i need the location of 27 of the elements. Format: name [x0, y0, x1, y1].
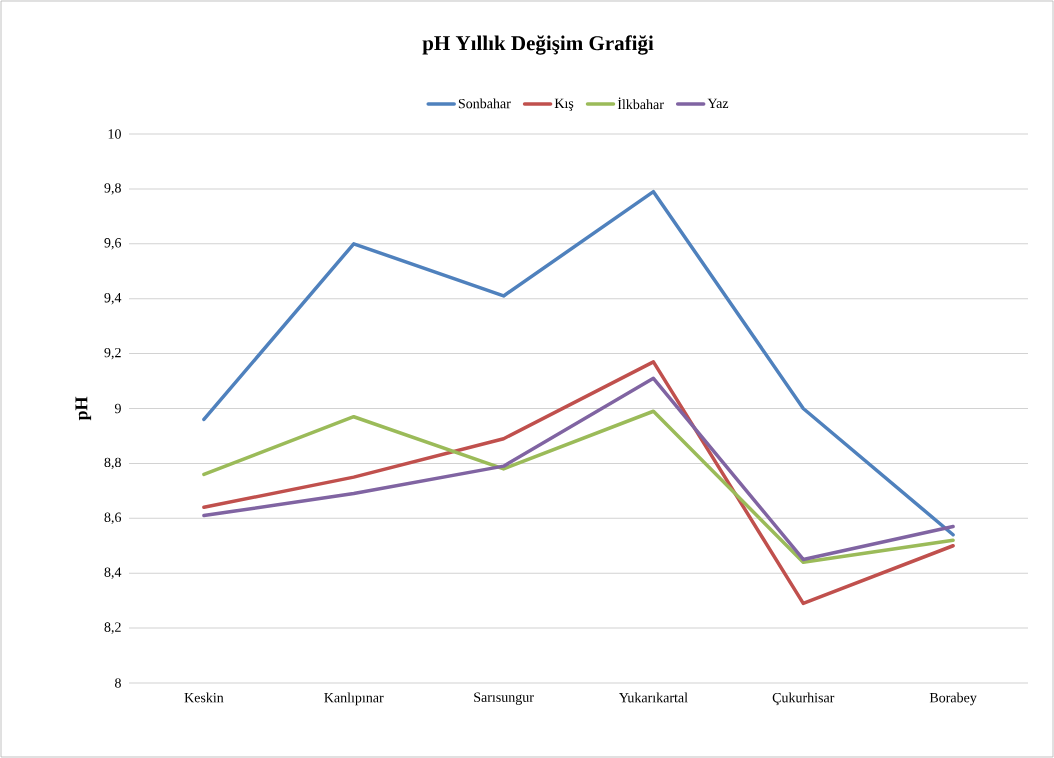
y-tick-label: 9 [114, 403, 121, 414]
legend-label: Kış [554, 98, 574, 111]
x-tick-label: Keskin [184, 692, 224, 703]
line-series [202, 376, 955, 562]
line-series [202, 360, 955, 606]
y-tick-label: 9,2 [104, 347, 121, 360]
legend-label: İlkbahar [617, 97, 664, 110]
x-tick-label: Yukarıkartal [618, 692, 688, 703]
legend-label: Yaz [707, 98, 729, 109]
y-tick-label: 8 [115, 678, 121, 688]
y-tick-label: 8,8 [104, 457, 121, 470]
x-tick-label: Kanlıpınar [324, 692, 384, 706]
x-tick-label: Borabey [929, 692, 977, 706]
y-tick-label: 10 [108, 129, 121, 139]
y-tick-label: 8,2 [104, 622, 121, 634]
x-tick-label: Sarısungur [474, 692, 534, 705]
x-tick-label: Çukurhisar [772, 692, 835, 706]
line-series [202, 409, 955, 564]
y-axis-title: pH [75, 396, 92, 421]
line-series [202, 189, 955, 537]
chart-title: pH Yıllık Değişim Grafiği [422, 35, 654, 55]
y-tick-label: 9,8 [104, 183, 121, 195]
legend-label: Sonbahar [458, 98, 511, 109]
y-tick-label: 8,4 [104, 567, 122, 579]
y-tick-label: 9,4 [104, 292, 122, 305]
y-tick-label: 8,6 [104, 512, 122, 525]
y-tick-label: 9,6 [104, 238, 122, 250]
